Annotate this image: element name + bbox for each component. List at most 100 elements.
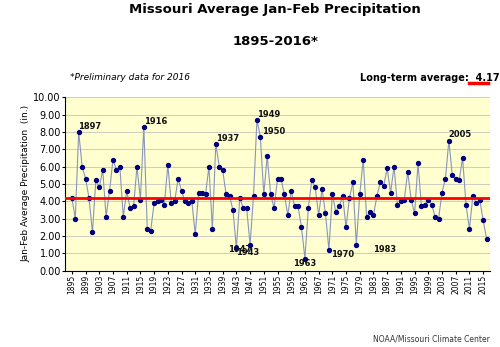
Point [366,209,374,214]
Point [479,218,487,223]
Point [130,204,138,209]
Point [362,214,370,220]
Point [157,197,165,202]
Text: 1895-2016*: 1895-2016* [232,35,318,48]
Point [72,216,80,221]
Point [239,205,247,211]
Point [96,185,104,190]
Point [438,190,446,195]
Point [318,186,326,192]
Text: Long-term average:  4.17 in.: Long-term average: 4.17 in. [360,73,500,83]
Point [146,228,154,234]
Text: 1983: 1983 [374,245,396,254]
Point [274,176,281,181]
Text: 1943: 1943 [236,248,260,257]
Point [294,204,302,209]
Point [277,176,285,181]
Point [380,183,388,188]
Point [74,129,82,135]
Y-axis label: Jan-Feb Average Precipitation  (in.): Jan-Feb Average Precipitation (in.) [22,105,30,262]
Point [140,124,148,129]
Point [78,164,86,169]
Point [280,192,288,197]
Point [383,166,391,171]
Point [154,198,162,204]
Point [301,256,309,261]
Point [116,164,124,169]
Text: 1947: 1947 [228,245,251,254]
Point [452,176,460,181]
Point [236,195,244,201]
Point [356,192,364,197]
Point [256,134,264,140]
Point [431,214,439,220]
Point [469,193,477,199]
Text: 1950: 1950 [262,127,285,136]
Point [466,226,473,232]
Point [253,117,261,122]
Point [250,193,258,199]
Point [133,164,141,169]
Point [92,178,100,183]
Point [112,167,120,173]
Text: 1963: 1963 [294,259,316,268]
Point [290,204,298,209]
Point [120,214,128,220]
Point [421,202,429,208]
Point [229,207,237,213]
Point [472,200,480,206]
Point [342,225,350,230]
Point [338,193,346,199]
Point [232,245,240,251]
Point [352,242,360,247]
Text: 1897: 1897 [78,122,101,131]
Point [160,202,168,208]
Point [212,141,220,147]
Point [314,212,322,218]
Point [370,212,378,218]
Text: 1970: 1970 [330,250,354,259]
Point [263,153,271,159]
Point [188,198,196,204]
Point [308,178,316,183]
Point [442,176,450,181]
Point [424,197,432,202]
Point [298,225,306,230]
Point [311,185,319,190]
Point [434,216,442,221]
Point [448,172,456,178]
Point [82,176,90,181]
Point [191,231,199,237]
Point [407,197,415,202]
Point [418,204,426,209]
Point [194,190,202,195]
Point [270,205,278,211]
Point [222,192,230,197]
Point [386,190,394,195]
Point [394,202,402,208]
Point [397,198,405,204]
Text: 1949: 1949 [257,110,280,119]
Point [218,167,226,173]
Point [122,188,130,194]
Point [246,242,254,247]
Point [126,205,134,211]
Point [325,247,333,253]
Point [322,211,330,216]
Point [106,188,114,194]
Point [284,212,292,218]
Point [476,197,484,202]
Point [88,230,96,235]
Point [202,192,209,197]
Point [208,226,216,232]
Point [184,200,192,206]
Point [346,195,354,201]
Point [458,155,466,161]
Text: 1916: 1916 [144,117,167,126]
Point [462,202,470,208]
Point [373,193,381,199]
Point [428,202,436,208]
Text: NOAA/Missouri Climate Center: NOAA/Missouri Climate Center [373,335,490,344]
Point [167,200,175,206]
Text: 1937: 1937 [216,134,239,143]
